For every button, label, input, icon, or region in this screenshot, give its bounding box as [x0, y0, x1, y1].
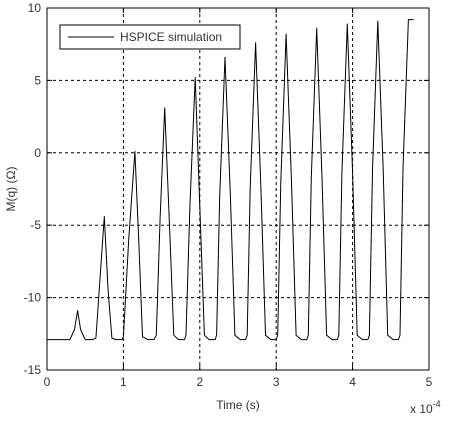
- series-line-hspice-simulation: [47, 19, 414, 341]
- plot-area: [46, 7, 430, 371]
- x-tick-label: 5: [426, 375, 433, 389]
- y-tick-label: -10: [24, 291, 42, 305]
- x-tick-label: 3: [273, 375, 280, 389]
- series-layer: [47, 19, 414, 341]
- x-axis-scale-base: x 10: [410, 402, 433, 416]
- y-tick-label: 10: [28, 1, 42, 15]
- legend: HSPICE simulation: [59, 24, 241, 50]
- y-tick-label: 5: [34, 73, 41, 87]
- legend-label: HSPICE simulation: [120, 30, 222, 44]
- y-tick-label: 0: [34, 146, 41, 160]
- x-axis-label: Time (s): [216, 398, 260, 412]
- y-tick-label: -15: [24, 363, 42, 377]
- x-tick-label: 2: [196, 375, 203, 389]
- grid-layer: [47, 8, 429, 370]
- x-axis-scale-note: x 10-4: [410, 399, 441, 416]
- y-tick-label: -5: [30, 218, 41, 232]
- x-tick-label: 4: [349, 375, 356, 389]
- y-axis-label: M(q) (Ω): [4, 167, 18, 212]
- plot-frame: [46, 7, 430, 371]
- x-axis-scale-exponent: -4: [433, 399, 441, 409]
- x-tick-label: 0: [44, 375, 51, 389]
- x-tick-label: 1: [120, 375, 127, 389]
